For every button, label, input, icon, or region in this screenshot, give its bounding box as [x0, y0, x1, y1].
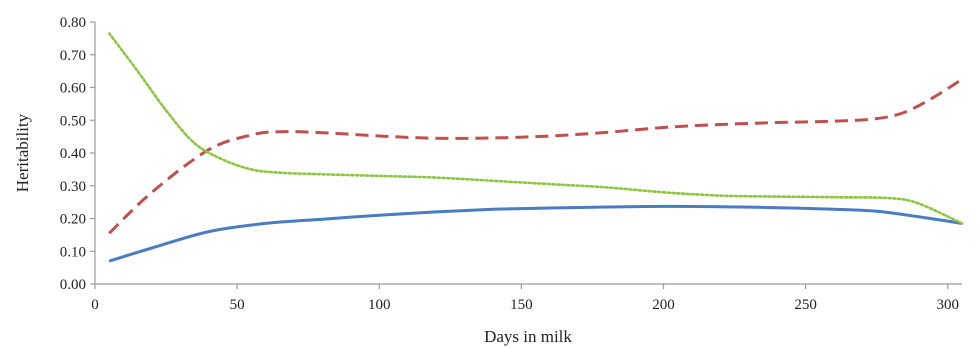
y-tick-label: 0.20	[60, 212, 86, 228]
plot-area: 0.00 0.10 0.20 0.30 0.40 0.50 0.60 0.70 0.80 0 50…	[60, 15, 964, 313]
y-tick-label: 0.30	[60, 179, 86, 195]
series-line-dotted	[107, 32, 964, 225]
y-tick-label: 0.70	[60, 48, 86, 64]
y-tick-label: 0.50	[60, 113, 86, 129]
y-axis-ticks: 0.00 0.10 0.20 0.30 0.40 0.50 0.60 0.70 0.80	[60, 15, 95, 293]
x-tick-label: 250	[794, 297, 817, 313]
x-tick-label: 0	[91, 297, 99, 313]
x-axis-ticks: 0 50 100 150 200 250 300	[91, 284, 959, 313]
y-tick-label: 0.60	[60, 81, 86, 97]
y-tick-label: 0.80	[60, 15, 86, 31]
y-tick-label: 0.40	[60, 146, 86, 162]
x-tick-label: 300	[937, 297, 960, 313]
series-line-dashed	[108, 78, 963, 235]
x-tick-label: 50	[230, 297, 245, 313]
series-lines	[107, 32, 964, 263]
x-tick-label: 200	[652, 297, 675, 313]
x-tick-label: 150	[510, 297, 533, 313]
y-axis-title: Heritability	[13, 113, 32, 192]
x-axis-title: Days in milk	[484, 327, 572, 346]
y-tick-label: 0.10	[60, 244, 86, 260]
x-tick-label: 100	[368, 297, 391, 313]
y-tick-label: 0.00	[60, 277, 86, 293]
series-line-solid	[108, 204, 963, 263]
